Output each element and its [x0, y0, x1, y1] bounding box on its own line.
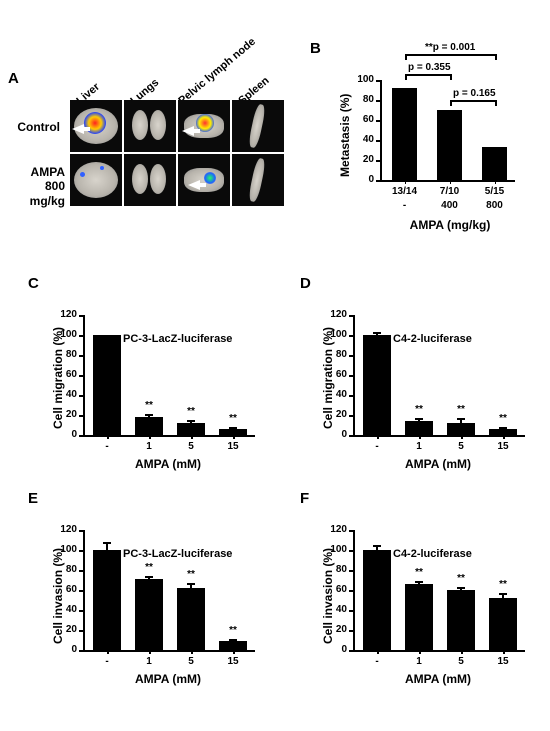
- p-top: **p = 0.001: [425, 42, 475, 53]
- inset-label: PC-3-LacZ-luciferase: [123, 333, 232, 345]
- bar: [489, 598, 517, 650]
- panel-b-label: B: [310, 40, 321, 57]
- inset-label: C4-2-luciferase: [393, 333, 472, 345]
- bar: [177, 423, 205, 435]
- chart-b-xtitle: AMPA (mg/kg): [400, 218, 500, 232]
- panel-a-label: A: [8, 70, 19, 87]
- chart-b-yaxis: [380, 80, 382, 180]
- panel-c-label: C: [28, 275, 39, 292]
- inset-label: C4-2-luciferase: [393, 548, 472, 560]
- bar: [363, 335, 391, 435]
- p-low: p = 0.165: [453, 88, 496, 99]
- panel-f-label: F: [300, 490, 309, 507]
- bar: [135, 417, 163, 435]
- panel-d-label: D: [300, 275, 311, 292]
- chart-f: 020406080100120Cell invasion (%)C4-2-luc…: [315, 510, 535, 700]
- img-control-spleen: [232, 100, 284, 152]
- bar: [219, 641, 247, 650]
- bar: [405, 421, 433, 435]
- bar: [392, 88, 417, 180]
- inset-label: PC-3-LacZ-luciferase: [123, 548, 232, 560]
- bar: [135, 579, 163, 650]
- organ-image-grid: [70, 100, 284, 206]
- panel-e-label: E: [28, 490, 38, 507]
- bar: [363, 550, 391, 650]
- chart-b-ytitle: Metastasis (%): [338, 77, 352, 177]
- row-label-ampa: AMPA 800 mg/kg: [10, 165, 65, 208]
- bar: [177, 588, 205, 650]
- bar: [93, 550, 121, 650]
- bar: [447, 590, 475, 650]
- bar: [405, 584, 433, 650]
- chart-d: 020406080100120Cell migration (%)C4-2-lu…: [315, 295, 535, 485]
- img-ampa-liver: [70, 154, 122, 206]
- bar: [482, 147, 507, 180]
- bar: [93, 335, 121, 435]
- chart-c: 020406080100120Cell migration (%)PC-3-La…: [45, 295, 265, 485]
- chart-b: Metastasis (%) 02040608010013/14-7/10400…: [350, 60, 530, 235]
- img-control-lymph: [178, 100, 230, 152]
- chart-e: 020406080100120Cell invasion (%)PC-3-Lac…: [45, 510, 265, 700]
- bracket-low: [450, 100, 495, 102]
- img-ampa-lungs: [124, 154, 176, 206]
- bar: [437, 110, 462, 180]
- bracket-top: [405, 54, 495, 56]
- bracket-mid: [405, 74, 450, 76]
- bar: [447, 423, 475, 435]
- p-mid: p = 0.355: [408, 62, 451, 73]
- img-control-lungs: [124, 100, 176, 152]
- img-ampa-lymph: [178, 154, 230, 206]
- img-control-liver: [70, 100, 122, 152]
- img-ampa-spleen: [232, 154, 284, 206]
- row-label-control: Control: [10, 120, 60, 134]
